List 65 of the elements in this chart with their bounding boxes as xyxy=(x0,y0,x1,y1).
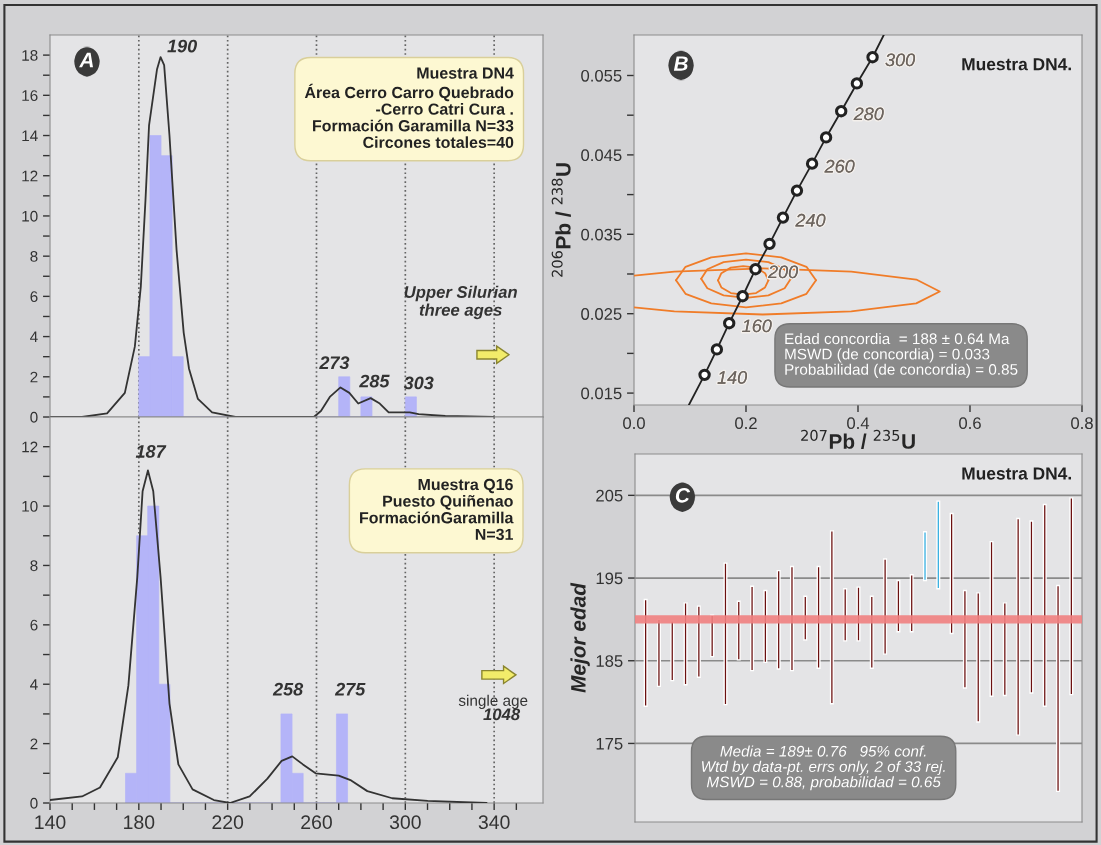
annotation: Muestra DN4. xyxy=(962,467,1071,480)
y-tick-label: 0.025 xyxy=(581,308,622,320)
y-tick-label: 185 xyxy=(596,655,623,667)
annotation: 1048 xyxy=(483,708,521,721)
x-tick-label: 300 xyxy=(389,815,421,830)
annotation: C xyxy=(675,487,691,503)
x-tick-label: 180 xyxy=(124,815,155,830)
y-tick-label: 205 xyxy=(596,489,623,502)
y-tick-label: 6 xyxy=(30,291,38,303)
annotation: A xyxy=(79,52,93,68)
annotation: 240 xyxy=(795,213,826,227)
x-tick-label: 140 xyxy=(35,815,66,830)
y-tick-label: 12 xyxy=(22,441,38,453)
y-tick-label: 16 xyxy=(22,90,38,101)
x-tick-label: 340 xyxy=(478,815,510,830)
annotation: Muestra DN4. xyxy=(962,58,1071,71)
y-tick-label: 8 xyxy=(30,251,38,262)
y-tick-label: 175 xyxy=(596,738,623,750)
annotation: 273 xyxy=(319,356,350,370)
y-tick-label: 10 xyxy=(22,500,38,512)
x-tick-label: 0.4 xyxy=(847,417,870,430)
annotation: Muestra DN4 Área Cerro Carro Quebrado -Cerro Catri Cura . Formación Garamilla N=33 Circones totales=40 xyxy=(304,67,514,149)
x-tick-label: 0.0 xyxy=(623,417,645,430)
y-tick-label: 6 xyxy=(30,619,38,631)
annotation: 140 xyxy=(717,371,748,384)
annotation: 285 xyxy=(359,374,390,388)
y-axis-title: $^{206}$Pb / $^{238}$U xyxy=(551,163,571,277)
annotation: 303 xyxy=(403,376,434,390)
x-tick-label: 260 xyxy=(301,815,332,830)
annotation: 160 xyxy=(742,319,772,333)
annotation: Muestra Q16 Puesto Quiñenao FormaciónGaramilla N=31 xyxy=(360,478,514,541)
y-tick-label: 0.015 xyxy=(581,387,622,400)
y-tick-label: 12 xyxy=(22,170,38,182)
annotation: Edad concordia = 188 ± 0.64 Ma MSWD (de concordia) = 0.033 Probabilidad (de concordia) = 0.85 xyxy=(785,332,1018,378)
y-tick-label: 0.035 xyxy=(581,228,622,241)
annotation: 190 xyxy=(167,39,198,53)
y-tick-label: 0 xyxy=(30,797,38,809)
x-tick-label: 0.8 xyxy=(1071,417,1093,430)
y-tick-label: 0.055 xyxy=(581,69,622,82)
y-tick-label: 195 xyxy=(596,572,623,585)
y-tick-label: 0 xyxy=(30,411,38,423)
annotation: Media = 189± 0.76 95% conf. Wtd by data-pt. errs only, 2 of 33 rej. MSWD = 0.88, probabilidad = 0.65 xyxy=(701,745,945,791)
y-tick-label: 4 xyxy=(30,679,38,690)
y-tick-label: 4 xyxy=(30,331,38,343)
annotation: 260 xyxy=(824,159,855,173)
x-tick-label: 0.6 xyxy=(959,417,981,430)
y-tick-label: 2 xyxy=(30,738,38,750)
x-axis-title: $^{207}$Pb / $^{235}$U xyxy=(801,429,915,450)
annotation: 280 xyxy=(853,107,884,121)
y-tick-label: 10 xyxy=(22,210,38,222)
annotation: 187 xyxy=(135,445,167,458)
annotation: single age xyxy=(458,694,528,709)
y-tick-label: 14 xyxy=(22,130,38,142)
y-tick-label: 2 xyxy=(30,371,38,383)
annotation: 300 xyxy=(885,53,916,67)
annotation: Upper Silurian three ages xyxy=(404,285,517,320)
x-tick-label: 0.2 xyxy=(735,417,757,430)
y-tick-label: 0.045 xyxy=(581,149,622,162)
y-tick-label: 8 xyxy=(30,560,38,572)
y-tick-label: 18 xyxy=(22,49,38,61)
annotation: 258 xyxy=(272,682,304,696)
x-tick-label: 220 xyxy=(212,815,244,830)
y-axis-title: Mejor edad xyxy=(570,582,590,693)
annotation: B xyxy=(673,56,688,71)
annotation: 275 xyxy=(334,682,366,696)
